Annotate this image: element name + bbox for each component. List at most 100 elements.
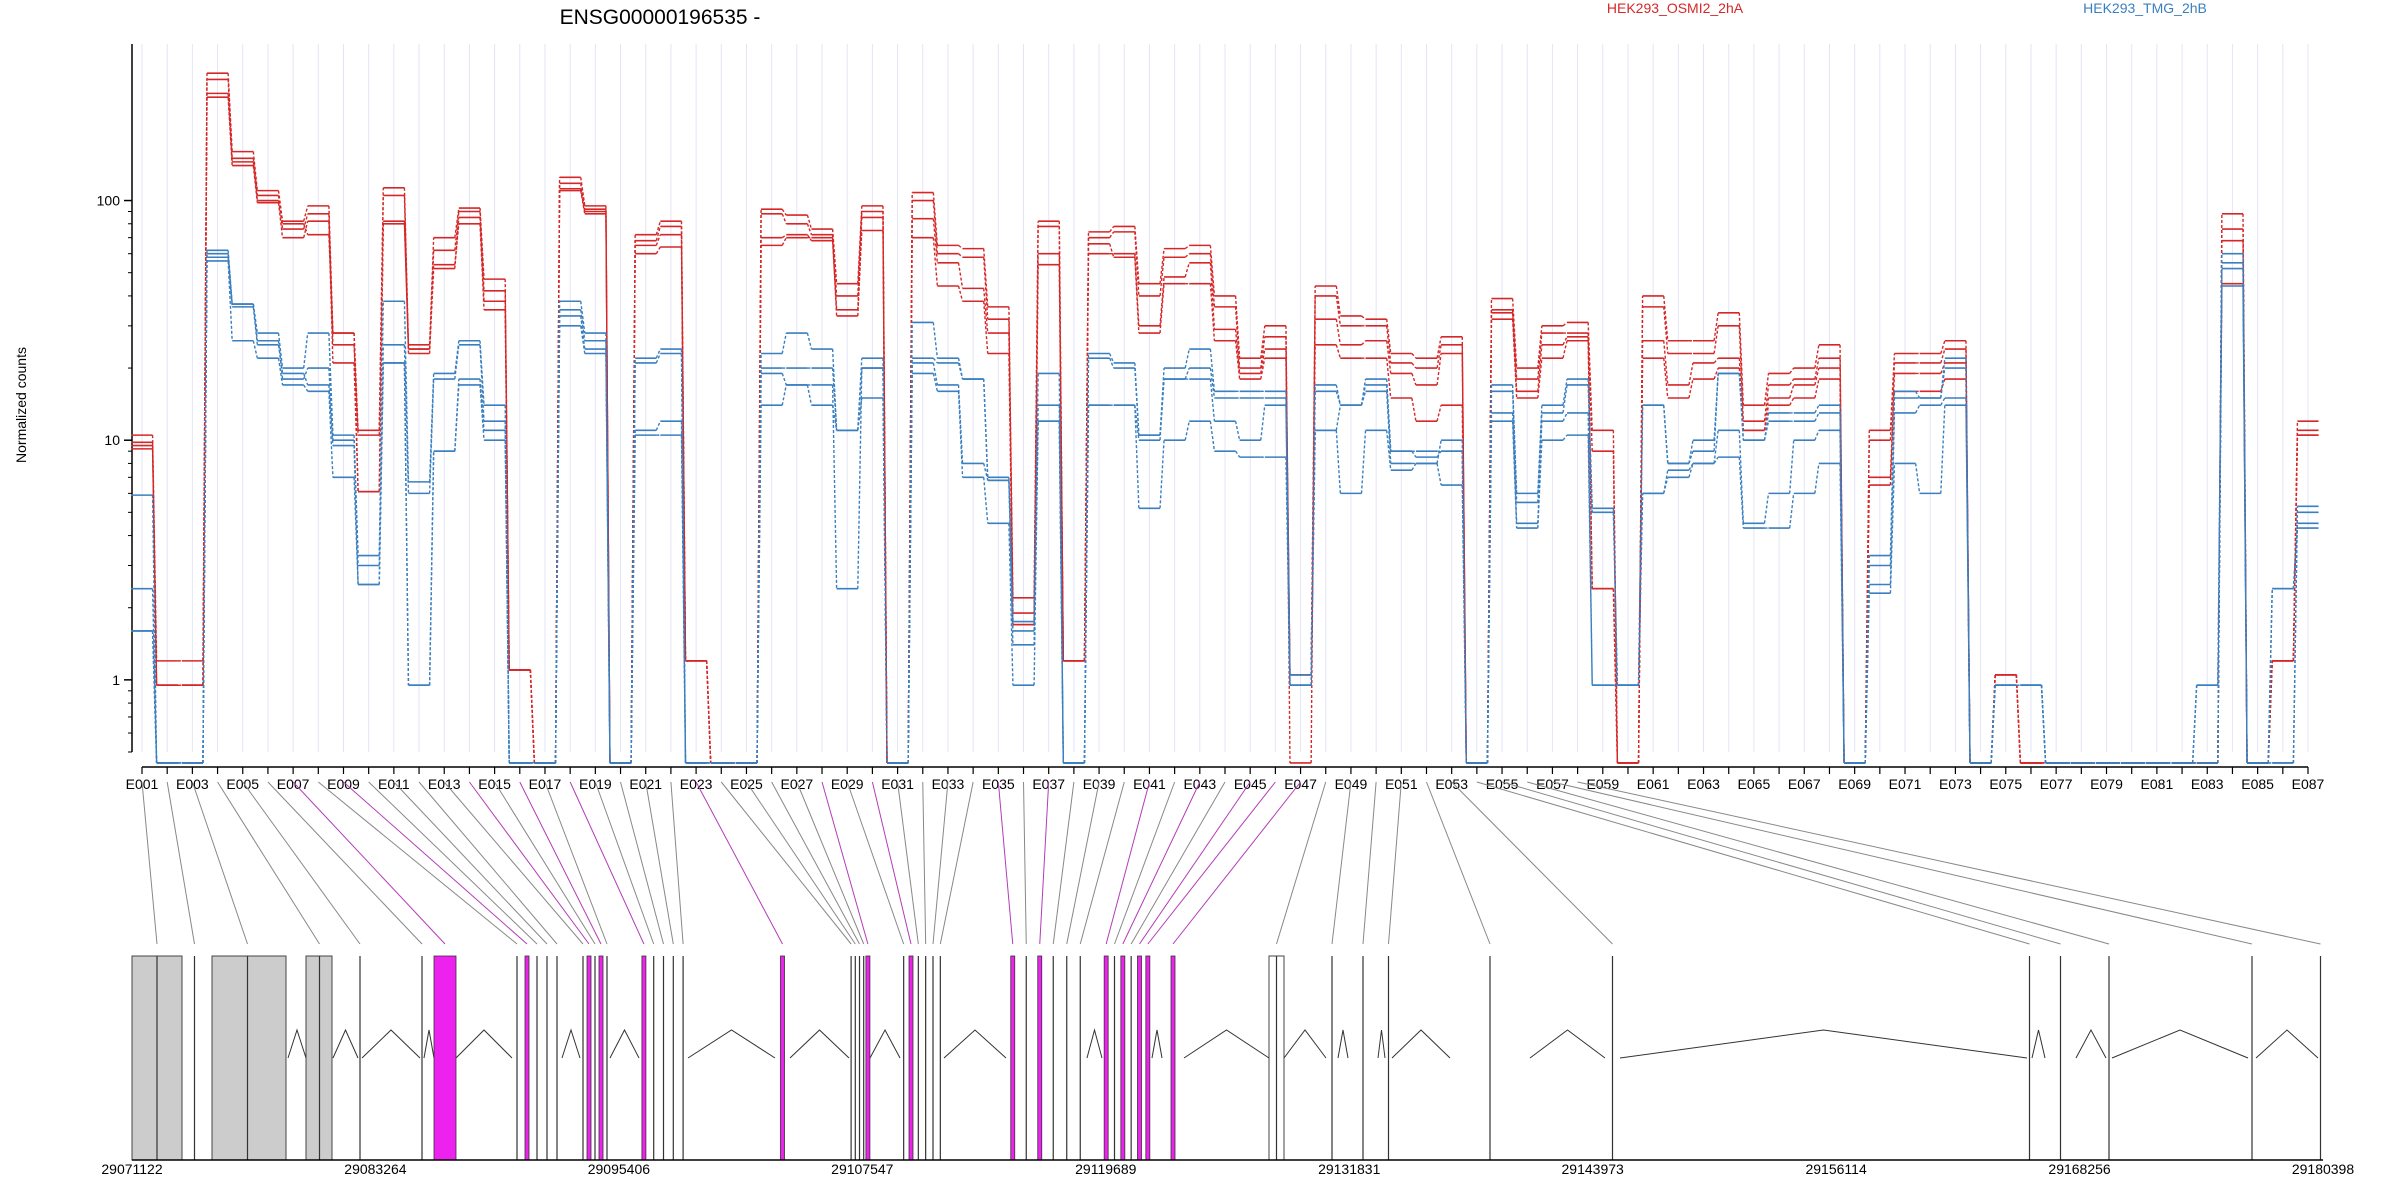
x-tick-label: E005 [226, 776, 259, 792]
utr-block [211, 955, 287, 1161]
exon-highlighted [908, 955, 914, 1161]
y-axis: 1 10 100 [97, 44, 133, 753]
x-tick-label: E081 [2141, 776, 2174, 792]
exon-connector [469, 781, 590, 945]
exon-connector [846, 781, 905, 945]
y-tick-label: 100 [97, 193, 121, 209]
x-tick-label: E013 [428, 776, 461, 792]
x-tick-label: E079 [2090, 776, 2123, 792]
exon-highlighted [1145, 955, 1151, 1161]
exon-connector [1331, 781, 1352, 945]
exon-connector [1023, 781, 1027, 945]
y-tick-label: 1 [112, 672, 120, 688]
x-tick-label: E055 [1486, 776, 1519, 792]
x-tick-label: E029 [831, 776, 864, 792]
x-tick-label: E073 [1939, 776, 1972, 792]
exon-connector [141, 781, 158, 945]
exon-connector [1451, 781, 1613, 945]
intron [1086, 1028, 1103, 1059]
exon-connector [645, 781, 674, 945]
intron [2111, 1029, 2249, 1059]
intron [1377, 1029, 1386, 1059]
exon-connector [317, 781, 518, 945]
intron [1619, 1029, 2028, 1059]
intron [609, 1028, 640, 1059]
exon-connector [242, 781, 361, 945]
x-tick-label: E047 [1284, 776, 1317, 792]
exon-highlighted [433, 955, 457, 1161]
x-tick-label: E045 [1234, 776, 1267, 792]
exon-connector [292, 781, 446, 945]
intron [455, 1029, 513, 1059]
exon-connector [695, 781, 783, 945]
exon-connector [1476, 781, 2030, 945]
x-tick-label: E019 [579, 776, 612, 792]
exon-connector [217, 781, 320, 945]
exon-highlighted [1170, 955, 1176, 1161]
intron [1151, 1029, 1163, 1059]
exon-connector [191, 781, 248, 945]
x-tick-label: E063 [1687, 776, 1720, 792]
intron [2031, 1029, 2046, 1059]
exon-connector [746, 781, 856, 945]
x-tick-label: E003 [176, 776, 209, 792]
exon-highlighted [865, 955, 871, 1161]
exon-connector [1122, 781, 1201, 945]
exon-connector [393, 781, 548, 945]
exon-connector [368, 781, 538, 945]
y-tick-label: 10 [104, 432, 120, 448]
exon-connector [594, 781, 655, 945]
exon-highlighted [1010, 955, 1016, 1161]
exon-connector [1276, 781, 1327, 945]
y-axis-label: Normalized counts [13, 347, 29, 463]
exon-connector [1577, 781, 2321, 945]
coordinate-tick-label: 29071122 [101, 1161, 162, 1177]
intron [423, 1029, 435, 1059]
exon-connector [1147, 781, 1276, 945]
x-tick-label: E043 [1183, 776, 1216, 792]
exon-connector [1114, 781, 1176, 945]
exon-connector [821, 781, 869, 945]
x-axis: E001 E003 E005 E007 E009 E011 E013 E015 E017 E019… [126, 766, 2325, 792]
x-tick-label: E059 [1586, 776, 1619, 792]
gene-model [131, 955, 2322, 1161]
x-tick-label: E053 [1435, 776, 1468, 792]
exon-connector [1079, 781, 1125, 945]
exon-connector [544, 781, 608, 945]
exon-connector [796, 781, 865, 945]
x-tick-label: E023 [680, 776, 713, 792]
x-tick-label: E007 [277, 776, 310, 792]
exon-connector [922, 781, 927, 945]
exon-connector [418, 781, 558, 945]
coordinate-tick-label: 29143973 [1562, 1161, 1625, 1177]
genomic-coordinate-axis: 29071122 29083264 29095406 29107547 29119689… [101, 1159, 2354, 1177]
exon-connector [1105, 781, 1150, 945]
legend-label-tmg: HEK293_TMG_2hB [2083, 0, 2207, 16]
exon-connector [997, 781, 1014, 945]
series-lines [131, 72, 2319, 764]
exon-highlighted [1037, 955, 1043, 1161]
exon-connector [519, 781, 602, 945]
exon-highlighted [1120, 955, 1126, 1161]
intron [287, 1028, 307, 1059]
x-tick-label: E083 [2191, 776, 2224, 792]
x-tick-label: E075 [1989, 776, 2022, 792]
exon-connector [569, 781, 645, 945]
x-tick-label: E041 [1133, 776, 1166, 792]
intron [561, 1028, 581, 1059]
exon-connector [1388, 781, 1402, 945]
series-line [131, 260, 2319, 764]
x-tick-label: E017 [529, 776, 562, 792]
x-tick-label: E009 [327, 776, 360, 792]
coordinate-tick-label: 29156114 [1805, 1161, 1866, 1177]
exon-highlighted [641, 955, 647, 1161]
coordinate-tick-label: 29107547 [831, 1161, 894, 1177]
intron [1391, 1029, 1451, 1059]
exon-connector [1172, 781, 1301, 945]
exon-highlighted [780, 955, 785, 1161]
intron [332, 1028, 359, 1059]
x-tick-label: E015 [478, 776, 511, 792]
intron [869, 1028, 901, 1059]
exon-connector [939, 781, 974, 945]
x-tick-label: E057 [1536, 776, 1569, 792]
